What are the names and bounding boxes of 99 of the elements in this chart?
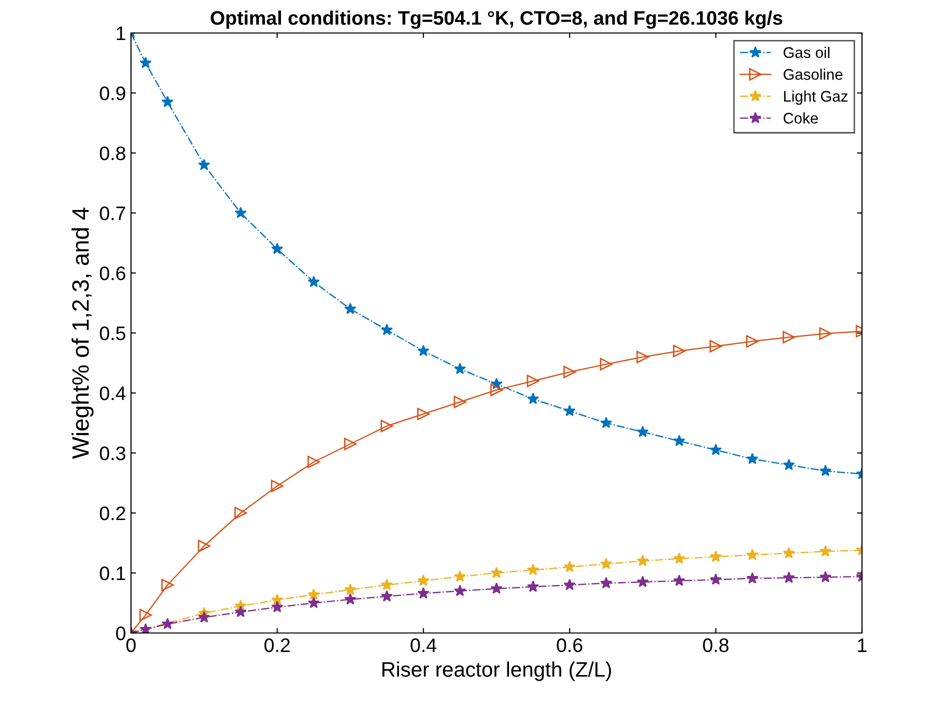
point <box>782 572 795 583</box>
x-tick-label: 0.4 <box>410 638 436 652</box>
point <box>271 600 284 612</box>
point <box>600 576 612 588</box>
point <box>600 416 612 428</box>
y-tick-label: 0.2 <box>100 506 126 520</box>
point <box>162 618 174 630</box>
point <box>162 96 174 108</box>
x-tick-label: 0 <box>126 638 136 652</box>
point <box>454 584 466 596</box>
point <box>782 458 795 470</box>
point <box>380 578 393 590</box>
point <box>564 560 576 572</box>
point <box>161 578 174 592</box>
legend-label: Gas oil <box>784 46 830 58</box>
point <box>344 438 357 450</box>
y-tick-label: 1 <box>116 26 126 40</box>
y-tick-label: 0.6 <box>100 266 126 280</box>
point <box>819 327 832 340</box>
y-tick-label: 0 <box>116 626 126 640</box>
point <box>564 578 576 590</box>
point <box>139 608 152 622</box>
y-tick-label: 0.5 <box>100 326 126 340</box>
point <box>746 335 759 348</box>
point <box>746 548 758 560</box>
point <box>417 408 430 420</box>
point <box>308 456 320 468</box>
point <box>746 452 758 464</box>
y-tick-label: 0.1 <box>100 566 126 580</box>
legend-label: Gasoline <box>784 68 842 80</box>
x-tick-label: 0.8 <box>703 638 728 652</box>
point <box>527 564 540 576</box>
legend-label: Light Gaz <box>784 90 848 105</box>
point <box>673 552 686 564</box>
point <box>344 584 356 595</box>
point <box>710 340 722 352</box>
point <box>710 573 722 585</box>
point <box>198 540 210 552</box>
point <box>234 606 247 618</box>
point <box>308 596 320 608</box>
y-tick-label: 0.7 <box>100 206 126 220</box>
point <box>673 574 686 586</box>
point <box>198 611 210 623</box>
point <box>454 570 466 582</box>
point <box>454 362 466 374</box>
point <box>490 566 502 578</box>
point <box>271 594 284 606</box>
x-tick-label: 0.6 <box>556 638 582 652</box>
x-tick-label: 0.2 <box>264 638 290 652</box>
point <box>819 570 832 582</box>
point <box>710 444 722 456</box>
point <box>527 392 540 404</box>
point <box>710 550 722 562</box>
point <box>380 590 393 602</box>
point <box>564 404 576 416</box>
point <box>673 344 686 358</box>
point <box>380 324 393 336</box>
point <box>490 582 502 594</box>
chart-title: Optimal conditions: Tg=504.1 °K, CTO=8, and Fg=26.1036 kg/s <box>210 10 782 29</box>
point <box>490 384 503 396</box>
point <box>140 623 152 633</box>
point <box>454 396 466 408</box>
point <box>636 576 649 588</box>
point <box>270 480 284 492</box>
y-tick-label: 0.9 <box>100 86 126 100</box>
point <box>271 242 284 254</box>
point <box>636 426 649 438</box>
point <box>234 506 247 520</box>
point <box>308 276 320 288</box>
point <box>782 330 796 344</box>
point <box>417 344 430 356</box>
point <box>636 350 649 364</box>
point <box>819 464 832 476</box>
y-tick-label: 0.3 <box>100 446 126 460</box>
point <box>527 580 540 592</box>
point <box>198 158 210 170</box>
point <box>782 546 795 558</box>
x-tick-label: 1 <box>858 638 866 652</box>
point <box>636 554 649 566</box>
point <box>746 572 758 584</box>
point <box>600 358 612 370</box>
y-tick-label: 0.8 <box>100 146 126 160</box>
point <box>563 366 576 378</box>
y-axis-title: Wieght% of 1,2,3, and 4 <box>72 208 94 459</box>
y-tick-label: 0.4 <box>100 386 126 400</box>
point <box>380 420 394 432</box>
point <box>819 545 832 557</box>
x-axis-title: Riser reactor length (Z/L) <box>382 662 611 681</box>
point <box>417 574 430 586</box>
point <box>234 206 247 218</box>
point <box>600 558 612 570</box>
point <box>140 56 152 68</box>
point <box>526 374 540 388</box>
point <box>417 587 430 599</box>
point <box>344 302 356 314</box>
point <box>344 593 356 605</box>
point <box>673 434 686 446</box>
point <box>308 588 320 600</box>
legend-label: Coke <box>784 112 818 124</box>
